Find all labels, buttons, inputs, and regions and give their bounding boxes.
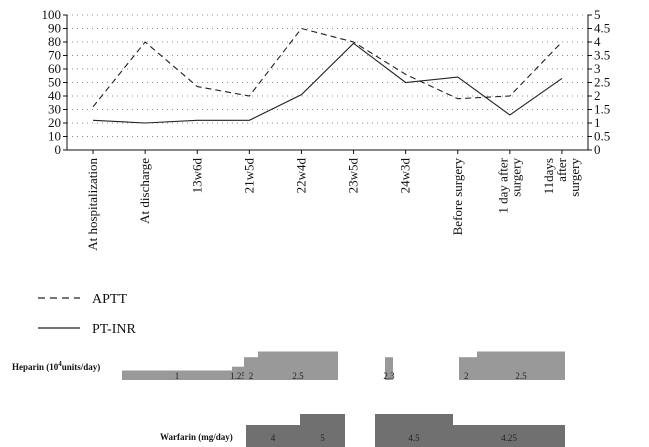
- heparin-dose-block: [244, 357, 258, 380]
- right-tick-label: 4.5: [594, 21, 610, 36]
- heparin-dose-label: 1: [175, 371, 180, 381]
- legend-aptt-label: APTT: [92, 292, 127, 307]
- right-tick-label: 0.5: [594, 129, 610, 144]
- series-aptt-line: [92, 27, 563, 108]
- left-tick-label: 80: [48, 34, 61, 49]
- heparin-dose-block: [232, 366, 244, 380]
- heparin-dose-block: [122, 370, 232, 380]
- x-tick-label: At hospitalization: [85, 158, 100, 251]
- left-tick-label: 50: [48, 75, 61, 90]
- warfarin-dosing: Warfarin (mg/day) 4 5 4.5 4.25: [160, 414, 565, 447]
- warfarin-dose-label: 4: [271, 433, 276, 443]
- right-tick-label: 1: [594, 115, 601, 130]
- heparin-dose-label: 2.3: [383, 371, 395, 381]
- warfarin-dose-label: 4.25: [501, 433, 517, 443]
- heparin-dose-block: [385, 357, 393, 380]
- right-tick-label: 2.5: [594, 75, 610, 90]
- series-lines: [92, 27, 563, 124]
- x-tick-label: 11daysaftersurgery: [541, 157, 582, 196]
- heparin-dose-block: [459, 357, 477, 380]
- grid-lines: [67, 14, 588, 137]
- left-tick-label: 0: [55, 142, 62, 157]
- heparin-dose-label: 2: [464, 371, 469, 381]
- x-tick-label: 1 day aftersurgery: [495, 157, 523, 213]
- heparin-dosing: Heparin (104units/day) 1 1.25 2 2.5 2.3 2 2.5: [12, 351, 565, 381]
- heparin-dose-label: 1.25: [230, 371, 246, 381]
- right-tick-label: 4: [594, 34, 601, 49]
- x-tick-label: 13w6d: [189, 158, 204, 194]
- warfarin-dose-block: [246, 425, 300, 447]
- left-tick-label: 20: [48, 115, 61, 130]
- right-y-ticks: 00.511.522.533.544.55: [588, 7, 610, 157]
- heparin-dose-block: [258, 351, 338, 380]
- x-tick-label: 24w3d: [398, 158, 413, 194]
- left-tick-label: 40: [48, 88, 61, 103]
- left-tick-label: 10: [48, 129, 61, 144]
- right-tick-label: 0: [594, 142, 601, 157]
- left-tick-label: 30: [48, 102, 61, 117]
- warfarin-dose-block: [453, 425, 565, 447]
- heparin-dose-block: [477, 351, 565, 380]
- right-tick-label: 5: [594, 7, 601, 22]
- x-tick-label: 22w4d: [293, 158, 308, 194]
- heparin-title: Heparin (104units/day): [12, 360, 100, 372]
- warfarin-dose-block: [300, 414, 345, 447]
- series-pt-inr-line: [93, 42, 563, 124]
- x-category-labels: At hospitalization At discharge 13w6d 21w5d…: [85, 150, 582, 251]
- x-tick-label: 23w5d: [346, 158, 361, 194]
- left-tick-label: 60: [48, 61, 61, 76]
- left-tick-label: 100: [42, 7, 62, 22]
- x-tick-label: At discharge: [137, 158, 152, 224]
- legend-ptinr-label: PT-INR: [92, 322, 136, 337]
- warfarin-dose-block: [375, 414, 453, 447]
- left-tick-label: 70: [48, 48, 61, 63]
- warfarin-title: Warfarin (mg/day): [160, 432, 233, 442]
- right-tick-label: 1.5: [594, 102, 610, 117]
- right-tick-label: 3.5: [594, 48, 610, 63]
- warfarin-dose-label: 4.5: [408, 433, 420, 443]
- heparin-dose-label: 2.5: [292, 371, 304, 381]
- right-tick-label: 3: [594, 61, 601, 76]
- heparin-dose-label: 2: [249, 371, 254, 381]
- right-tick-label: 2: [594, 88, 601, 103]
- legend: APTT PT-INR: [38, 292, 136, 337]
- left-tick-label: 90: [48, 21, 61, 36]
- heparin-dose-label: 2.5: [515, 371, 527, 381]
- x-tick-label: 21w5d: [241, 158, 256, 194]
- x-tick-label: Before surgery: [450, 158, 465, 236]
- warfarin-dose-label: 5: [320, 433, 325, 443]
